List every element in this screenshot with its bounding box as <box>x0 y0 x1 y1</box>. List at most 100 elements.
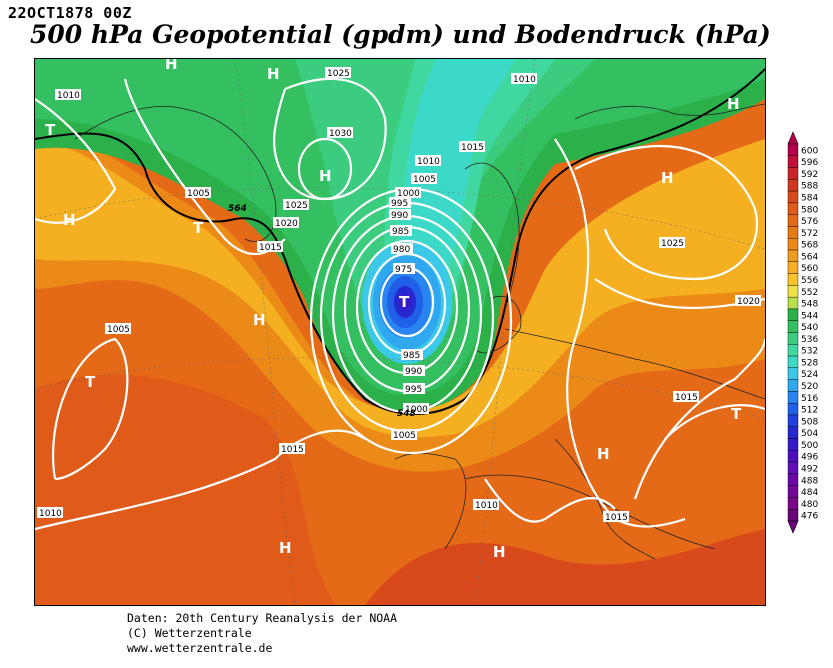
isobar-label: 990 <box>405 367 422 377</box>
isobar-label: 990 <box>391 211 408 221</box>
legend-swatch <box>787 320 799 333</box>
isobar-label: 1005 <box>413 175 436 185</box>
legend-label: 580 <box>801 205 818 215</box>
legend-label: 484 <box>801 488 818 498</box>
legend-swatch <box>787 344 799 357</box>
isobar-label: 1010 <box>417 157 440 167</box>
legend-swatch <box>787 202 799 215</box>
legend-label: 512 <box>801 406 818 416</box>
contour-label: 548 <box>397 409 416 419</box>
center-marker: H <box>63 211 76 229</box>
isobar-label: 1005 <box>393 431 416 441</box>
legend-swatch <box>787 391 799 404</box>
legend-label: 540 <box>801 323 818 333</box>
isobar-label: 1010 <box>475 501 498 511</box>
legend-swatch <box>787 485 799 498</box>
legend-label: 504 <box>801 429 818 439</box>
isobar-label: 1000 <box>405 405 428 415</box>
legend-label: 596 <box>801 158 818 168</box>
credit-copyright: (C) Wetterzentrale <box>127 626 252 640</box>
isobar-label: 985 <box>403 351 420 361</box>
legend-swatch <box>787 190 799 204</box>
isobar-label: 995 <box>391 199 408 209</box>
center-marker: H <box>727 95 740 113</box>
legend-label: 588 <box>801 182 818 192</box>
pressure-centers: H T H T H H T H H T H T H H H H <box>45 59 742 561</box>
legend-label: 576 <box>801 217 818 227</box>
legend-swatch <box>787 332 799 345</box>
legend-arrow-top <box>787 131 799 145</box>
map-title: 500 hPa Geopotential (gpdm) und Bodendru… <box>30 20 771 49</box>
field-south <box>365 529 765 605</box>
isobar-label: 975 <box>395 265 412 275</box>
legend-label: 572 <box>801 229 818 239</box>
isobar-label: 995 <box>405 385 422 395</box>
legend-arrow-bottom <box>787 520 799 534</box>
legend-swatch <box>787 273 799 286</box>
isobar-label: 1005 <box>187 189 210 199</box>
legend-label: 476 <box>801 512 818 522</box>
date-label: 22OCT1878 00Z <box>8 4 132 22</box>
legend-label: 508 <box>801 417 818 427</box>
center-marker: T <box>193 219 204 237</box>
color-legend: 600 596 592 588 584 580 576 572 568 564 560 556 552 5… <box>786 130 830 535</box>
legend-label: 536 <box>801 335 818 345</box>
field-yellow-band <box>35 139 765 438</box>
map-canvas: 1010 1010 1005 1005 1015 1025 1030 1025 … <box>35 59 765 605</box>
legend-label: 496 <box>801 453 818 463</box>
legend-label: 552 <box>801 288 818 298</box>
isobar-label: 1025 <box>327 69 350 79</box>
isobar-label: 1030 <box>329 129 352 139</box>
center-marker: T <box>399 293 410 311</box>
isobar-label: 1025 <box>661 239 684 249</box>
isobar-label: 1015 <box>675 393 698 403</box>
isobar-label: 1015 <box>281 445 304 455</box>
center-marker: T <box>45 121 56 139</box>
legend-swatch <box>787 426 799 439</box>
legend-swatch <box>787 167 799 180</box>
credits: Daten: 20th Century Reanalysis der NOAA … <box>127 611 397 656</box>
legend-swatch <box>787 226 799 239</box>
isobar-label: 1025 <box>285 201 308 211</box>
legend-label: 528 <box>801 358 818 368</box>
legend-swatch <box>787 414 799 427</box>
legend-swatch <box>787 402 799 416</box>
legend-label: 600 <box>801 146 818 156</box>
center-marker: H <box>253 311 266 329</box>
legend-swatch <box>787 238 799 251</box>
legend-swatch <box>787 509 799 522</box>
field-low-6 <box>400 294 410 310</box>
legend-swatch <box>787 308 799 321</box>
isobar-label: 1020 <box>275 219 298 229</box>
legend-swatch <box>787 450 799 463</box>
legend-swatch <box>787 438 799 451</box>
legend-swatch <box>787 461 799 475</box>
legend-label: 488 <box>801 476 818 486</box>
legend-swatch <box>787 355 799 369</box>
isobar-label: 1015 <box>461 143 484 153</box>
isobar-label: 1010 <box>513 75 536 85</box>
legend-swatch <box>787 261 799 274</box>
isobar-label: 1015 <box>259 243 282 253</box>
legend-swatch <box>787 285 799 298</box>
contour-labels: 564 548 <box>228 204 416 419</box>
center-marker: T <box>85 373 96 391</box>
legend-label: 500 <box>801 441 818 451</box>
legend-label: 584 <box>801 194 818 204</box>
legend-label: 556 <box>801 276 818 286</box>
legend-label: 544 <box>801 311 818 321</box>
isobar-label: 1015 <box>605 513 628 523</box>
isobar-label: 1000 <box>397 189 420 199</box>
legend-swatch <box>787 379 799 392</box>
legend-label: 532 <box>801 347 818 357</box>
legend-swatch <box>787 473 799 486</box>
legend-label: 480 <box>801 500 818 510</box>
legend-label: 516 <box>801 394 818 404</box>
legend-swatch <box>787 497 799 510</box>
legend-swatch <box>787 214 799 227</box>
center-marker: T <box>731 405 742 423</box>
credit-data-source: Daten: 20th Century Reanalysis der NOAA <box>127 611 398 625</box>
legend-label: 548 <box>801 300 818 310</box>
credit-website: www.wetterzentrale.de <box>127 641 273 655</box>
legend-label: 564 <box>801 252 818 262</box>
